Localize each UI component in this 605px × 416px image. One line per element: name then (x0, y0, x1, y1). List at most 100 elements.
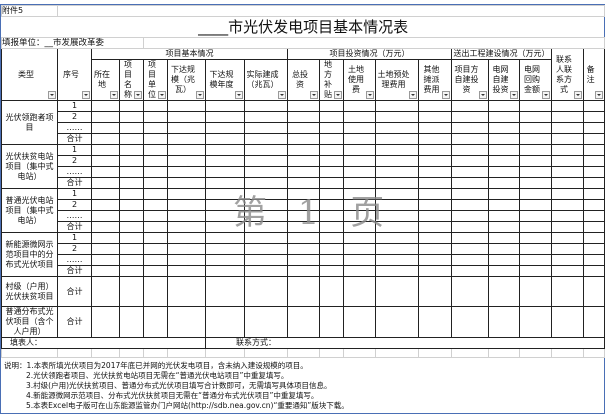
data-cell[interactable] (167, 265, 206, 277)
data-cell[interactable] (582, 100, 605, 112)
data-cell[interactable] (343, 155, 376, 167)
data-cell[interactable] (167, 232, 206, 244)
data-cell[interactable] (488, 221, 520, 233)
empty-cell[interactable] (57, 348, 92, 358)
data-cell[interactable] (167, 133, 206, 145)
header-col[interactable]: 土地预处理费用 (375, 59, 419, 101)
data-cell[interactable] (451, 188, 489, 200)
data-cell[interactable] (582, 254, 605, 266)
data-cell[interactable] (91, 166, 120, 178)
data-cell[interactable] (287, 243, 320, 255)
data-cell[interactable] (205, 254, 245, 266)
data-cell[interactable] (244, 100, 288, 112)
data-cell[interactable] (319, 122, 344, 134)
data-cell[interactable] (418, 210, 452, 222)
data-cell[interactable] (119, 144, 144, 156)
data-cell[interactable] (143, 166, 168, 178)
data-cell[interactable] (119, 166, 144, 178)
data-cell[interactable] (244, 221, 288, 233)
header-col[interactable]: 所在地 (91, 59, 120, 101)
empty-cell[interactable] (451, 348, 489, 358)
data-cell[interactable] (119, 100, 144, 112)
data-cell[interactable] (343, 306, 376, 338)
data-cell[interactable] (343, 276, 376, 307)
data-cell[interactable] (488, 306, 520, 338)
data-cell[interactable] (451, 122, 489, 134)
data-cell[interactable] (143, 265, 168, 277)
data-cell[interactable] (451, 144, 489, 156)
filter-dropdown-icon[interactable] (542, 91, 550, 99)
data-cell[interactable] (488, 100, 520, 112)
seq-cell[interactable]: 1 (57, 100, 92, 112)
data-cell[interactable] (343, 199, 376, 211)
data-cell[interactable] (582, 243, 605, 255)
data-cell[interactable] (205, 155, 245, 167)
data-cell[interactable] (551, 254, 584, 266)
empty-cell[interactable] (418, 348, 452, 358)
data-cell[interactable] (205, 276, 245, 307)
data-cell[interactable] (119, 265, 144, 277)
data-cell[interactable] (287, 265, 320, 277)
data-cell[interactable] (119, 111, 144, 123)
header-col[interactable]: 项目单位 (143, 59, 168, 101)
data-cell[interactable] (551, 166, 584, 178)
data-cell[interactable] (375, 276, 419, 307)
data-cell[interactable] (418, 144, 452, 156)
data-cell[interactable] (375, 111, 419, 123)
data-cell[interactable] (375, 100, 419, 112)
header-contact[interactable]: 联系人联系方式 (551, 48, 584, 101)
data-cell[interactable] (167, 276, 206, 307)
seq-cell[interactable]: …… (57, 254, 92, 266)
data-cell[interactable] (582, 276, 605, 307)
data-cell[interactable] (319, 166, 344, 178)
filter-dropdown-icon[interactable] (366, 91, 374, 99)
data-cell[interactable] (451, 232, 489, 244)
data-cell[interactable] (119, 243, 144, 255)
data-cell[interactable] (167, 210, 206, 222)
filter-dropdown-icon[interactable] (235, 91, 243, 99)
data-cell[interactable] (451, 276, 489, 307)
data-cell[interactable] (343, 177, 376, 189)
data-cell[interactable] (488, 210, 520, 222)
data-cell[interactable] (343, 265, 376, 277)
data-cell[interactable] (287, 254, 320, 266)
empty-cell[interactable] (343, 348, 376, 358)
data-cell[interactable] (551, 177, 584, 189)
data-cell[interactable] (488, 199, 520, 211)
data-cell[interactable] (375, 210, 419, 222)
data-cell[interactable] (451, 265, 489, 277)
data-cell[interactable] (91, 276, 120, 307)
data-cell[interactable] (418, 177, 452, 189)
data-cell[interactable] (551, 306, 584, 338)
data-cell[interactable] (582, 265, 605, 277)
data-cell[interactable] (119, 133, 144, 145)
seq-cell[interactable]: 2 (57, 243, 92, 255)
data-cell[interactable] (287, 122, 320, 134)
data-cell[interactable] (319, 276, 344, 307)
filter-dropdown-icon[interactable] (310, 91, 318, 99)
empty-cell[interactable] (319, 348, 344, 358)
header-type[interactable]: 类型 (1, 48, 58, 101)
data-cell[interactable] (488, 155, 520, 167)
data-cell[interactable] (418, 100, 452, 112)
seq-cell[interactable]: 合计 (57, 133, 92, 145)
data-cell[interactable] (582, 166, 605, 178)
header-col[interactable]: 项目方自建投资 (451, 59, 489, 101)
data-cell[interactable] (519, 177, 552, 189)
data-cell[interactable] (488, 188, 520, 200)
empty-cell[interactable] (167, 348, 206, 358)
data-cell[interactable] (582, 306, 605, 338)
empty-cell[interactable] (287, 348, 320, 358)
header-seq[interactable]: 序号 (57, 48, 92, 101)
data-cell[interactable] (343, 210, 376, 222)
data-cell[interactable] (244, 243, 288, 255)
data-cell[interactable] (551, 100, 584, 112)
seq-cell[interactable]: 合计 (57, 221, 92, 233)
filter-dropdown-icon[interactable] (48, 91, 56, 99)
empty-cell[interactable] (582, 348, 605, 358)
data-cell[interactable] (551, 276, 584, 307)
data-cell[interactable] (551, 232, 584, 244)
data-cell[interactable] (582, 122, 605, 134)
data-cell[interactable] (551, 221, 584, 233)
data-cell[interactable] (418, 306, 452, 338)
